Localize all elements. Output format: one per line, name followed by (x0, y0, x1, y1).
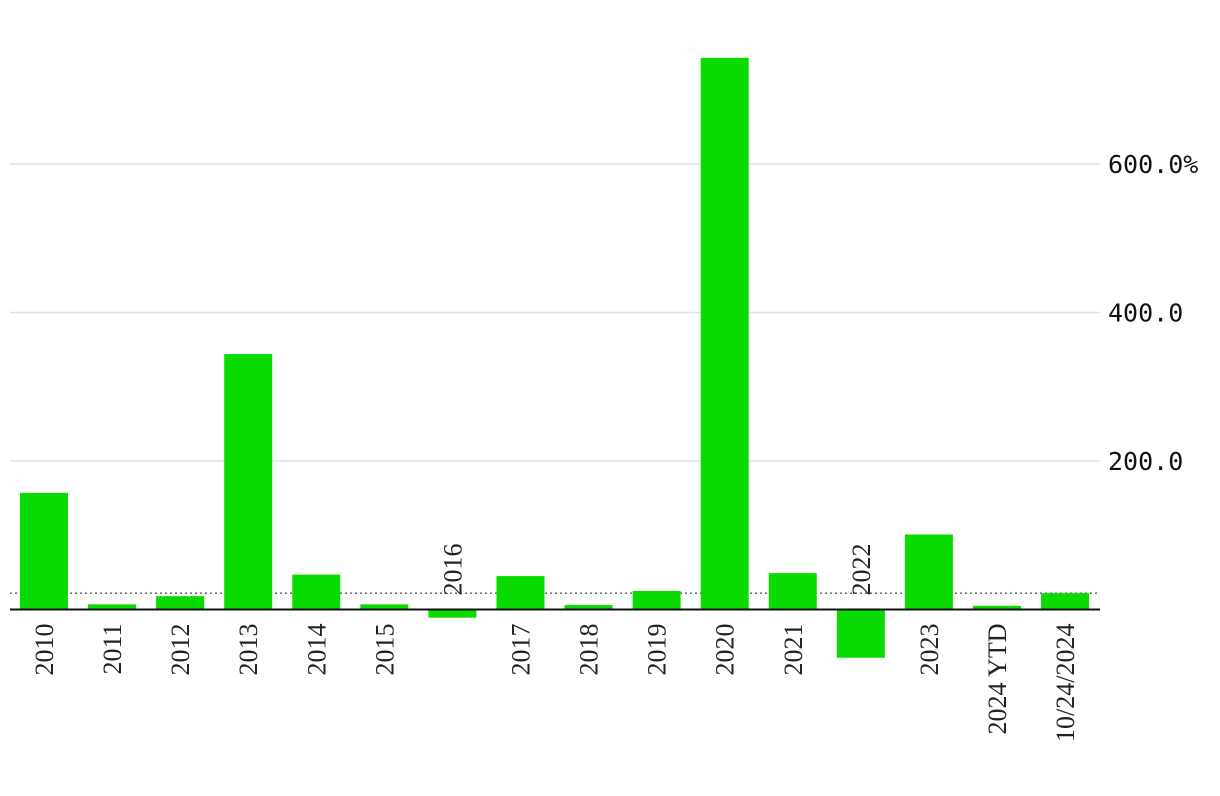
y-tick-label: 400.0 (1108, 299, 1183, 328)
bar-2023 (904, 534, 953, 610)
x-category-label: 2016 (438, 544, 467, 596)
y-tick-label: 600.0% (1108, 150, 1198, 179)
bar-10-24-2024 (1041, 593, 1090, 610)
bar-2016 (428, 609, 477, 618)
x-category-label: 2017 (506, 624, 535, 676)
x-category-label: 2018 (575, 624, 604, 676)
gridlines (10, 163, 1100, 462)
bar-2011 (88, 604, 137, 610)
bar-2015 (360, 604, 409, 610)
x-category-label: 2012 (166, 624, 195, 676)
bar-2024-ytd (972, 605, 1021, 610)
bar-2017 (496, 576, 545, 610)
bars (20, 57, 1090, 658)
bar-2012 (156, 596, 205, 610)
x-category-label: 2015 (370, 624, 399, 676)
x-category-label: 2024 YTD (983, 624, 1012, 735)
bar-2019 (632, 590, 681, 610)
bar-2013 (224, 354, 273, 610)
bar-2014 (292, 574, 341, 610)
bar-2021 (768, 573, 817, 610)
y-tick-labels: 200.0 400.0 600.0% (1108, 150, 1198, 476)
x-category-label: 10/24/2024 (1051, 624, 1080, 742)
y-tick-label: 200.0 (1108, 447, 1183, 476)
x-category-label: 2020 (711, 624, 740, 676)
x-category-label: 2014 (302, 624, 331, 676)
x-category-label: 2010 (30, 624, 59, 676)
x-category-label: 2019 (643, 624, 672, 676)
bar-2020 (700, 57, 749, 610)
x-category-label: 2021 (779, 624, 808, 676)
x-category-label: 2022 (847, 544, 876, 596)
bar-2018 (564, 605, 613, 610)
bar-2022 (836, 609, 885, 658)
x-category-label: 2023 (915, 624, 944, 676)
x-category-label: 2013 (234, 624, 263, 676)
x-category-label: 2011 (98, 624, 127, 675)
bar-2010 (20, 492, 68, 610)
x-category-labels: 2010 2011 2012 2013 2014 2015 2016 2017 2018 2019… (30, 544, 1080, 742)
